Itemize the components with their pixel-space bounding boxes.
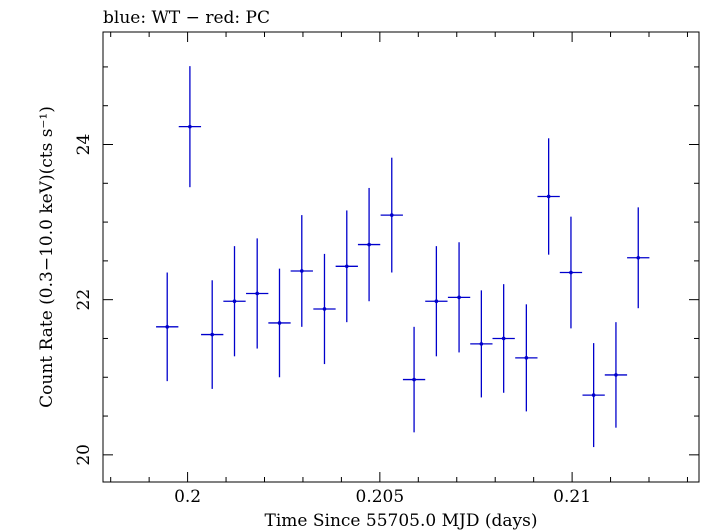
point-marker xyxy=(322,307,327,311)
data-point xyxy=(156,272,179,382)
point-marker xyxy=(546,194,551,199)
data-point xyxy=(178,66,202,188)
point-marker xyxy=(636,255,641,260)
point-marker xyxy=(165,325,170,329)
data-point xyxy=(402,326,426,433)
data-point xyxy=(223,246,246,357)
x-tick-label: 0.21 xyxy=(553,487,591,507)
point-marker xyxy=(591,393,596,397)
point-marker xyxy=(501,336,506,341)
data-point xyxy=(582,343,605,448)
point-marker xyxy=(524,356,529,360)
axis-ticks: 0.2 0.205 0.21 20 22 24 xyxy=(74,32,699,507)
point-marker xyxy=(188,124,192,129)
point-marker xyxy=(569,270,573,275)
data-point xyxy=(335,210,358,323)
data-point xyxy=(447,242,471,353)
plot-frame xyxy=(102,31,700,483)
point-marker xyxy=(457,295,461,300)
data-point xyxy=(201,280,224,389)
data-point xyxy=(380,157,403,273)
data-point xyxy=(425,246,448,357)
point-marker xyxy=(299,269,304,273)
y-tick-label: 24 xyxy=(74,134,94,156)
data-points xyxy=(156,66,650,448)
data-point xyxy=(470,290,493,398)
data-point xyxy=(604,322,628,428)
y-axis-label: Count Rate (0.3−10.0 keV)(cts s⁻¹) xyxy=(37,106,57,408)
data-point xyxy=(627,207,650,309)
data-point xyxy=(246,238,269,349)
point-marker xyxy=(479,342,484,346)
point-marker xyxy=(255,291,259,296)
y-tick-label: 22 xyxy=(74,289,94,311)
point-marker xyxy=(412,377,416,382)
data-point xyxy=(268,268,291,378)
point-marker xyxy=(277,321,282,325)
x-tick-label: 0.205 xyxy=(356,487,405,507)
point-marker xyxy=(232,299,237,304)
data-point xyxy=(290,215,313,327)
x-tick-label: 0.2 xyxy=(174,487,201,507)
chart-title: blue: WT − red: PC xyxy=(103,8,270,28)
point-marker xyxy=(614,373,618,377)
point-marker xyxy=(210,332,215,337)
data-point xyxy=(492,284,515,393)
data-point xyxy=(515,304,538,412)
data-point xyxy=(537,138,560,255)
point-marker xyxy=(344,264,349,269)
y-tick-label: 20 xyxy=(74,444,94,466)
point-marker xyxy=(367,242,371,247)
point-marker xyxy=(389,213,394,217)
x-axis-label: Time Since 55705.0 MJD (days) xyxy=(265,511,538,531)
data-point xyxy=(313,253,336,365)
data-point xyxy=(559,216,583,329)
point-marker xyxy=(434,299,439,304)
data-point xyxy=(357,187,381,302)
